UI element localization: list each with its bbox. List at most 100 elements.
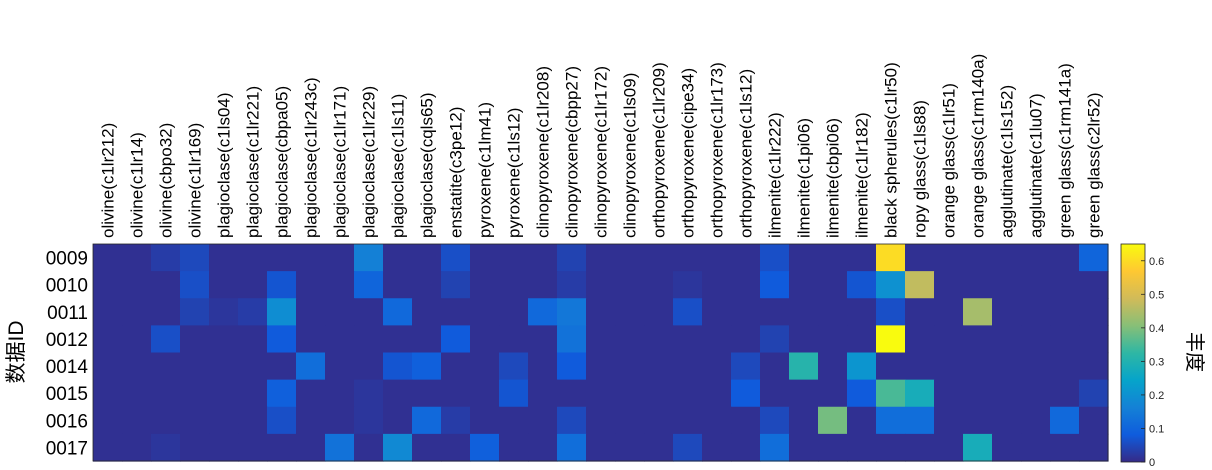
heatmap-cell	[615, 298, 645, 326]
column-label: plagioclase(c1ls11)	[389, 94, 408, 238]
heatmap-cell	[93, 298, 123, 326]
heatmap-cell	[267, 352, 297, 381]
row-label: 0010	[46, 276, 88, 297]
colorbar-tick-label: 0.3	[1149, 356, 1164, 368]
heatmap-cell	[412, 352, 442, 381]
heatmap-cell	[557, 298, 587, 326]
column-label: ilmenite(c1lr222)	[766, 112, 785, 238]
column-label: pyroxene(c1ls12)	[505, 108, 524, 238]
column-label: clinopyroxene(c1ls09)	[621, 73, 640, 238]
heatmap-cell	[847, 325, 877, 354]
heatmap-cell	[1079, 271, 1109, 299]
heatmap-cell	[180, 325, 210, 354]
heatmap-cell	[702, 298, 732, 326]
heatmap-cell	[122, 244, 152, 272]
column-label: ilmenite(cbpi06)	[824, 118, 843, 238]
heatmap-cell	[383, 244, 413, 272]
heatmap-cell	[267, 433, 297, 462]
heatmap-cell	[441, 244, 471, 272]
heatmap-cell	[731, 271, 761, 299]
heatmap-cell	[441, 352, 471, 381]
heatmap-cell	[731, 298, 761, 326]
heatmap-cell	[789, 406, 819, 435]
heatmap-cell	[209, 352, 239, 381]
heatmap-cell	[1050, 379, 1080, 408]
heatmap-cell	[267, 379, 297, 408]
heatmap-cell	[267, 271, 297, 299]
heatmap-cell	[470, 271, 500, 299]
heatmap-cell	[122, 271, 152, 299]
heatmap-cell	[151, 298, 181, 326]
heatmap-cell	[731, 325, 761, 354]
y-axis-label: 数据ID	[5, 321, 28, 384]
heatmap-cell	[673, 406, 703, 435]
heatmap-cell	[789, 271, 819, 299]
column-label: clinopyroxene(c1lr172)	[592, 66, 611, 238]
heatmap-cell	[528, 406, 558, 435]
heatmap-cell	[325, 406, 355, 435]
heatmap-cell	[528, 325, 558, 354]
heatmap-cell	[615, 244, 645, 272]
heatmap-cell	[412, 433, 442, 462]
heatmap-cell	[383, 352, 413, 381]
heatmap-cell	[992, 352, 1022, 381]
heatmap-cell	[354, 433, 384, 462]
heatmap-cell	[702, 433, 732, 462]
heatmap-cell	[847, 406, 877, 435]
heatmap-cell	[818, 433, 848, 462]
heatmap-cell	[1079, 379, 1109, 408]
heatmap-cell	[818, 352, 848, 381]
colorbar	[1120, 243, 1146, 463]
row-label: 0016	[46, 411, 88, 432]
column-label: plagioclase(cbpa05)	[273, 86, 292, 238]
heatmap-cells	[93, 244, 1109, 462]
heatmap-cell	[702, 379, 732, 408]
heatmap-cell	[1050, 298, 1080, 326]
heatmap-cell	[644, 433, 674, 462]
colorbar-tick-label: 0.1	[1149, 423, 1164, 435]
column-label: orange glass(c1rm140a)	[969, 54, 988, 238]
heatmap-cell	[963, 406, 993, 435]
heatmap-cell	[122, 352, 152, 381]
heatmap-cell	[1021, 406, 1051, 435]
colorbar-tick-label: 0.5	[1149, 289, 1164, 301]
heatmap-cell	[499, 298, 529, 326]
heatmap-cell	[992, 406, 1022, 435]
heatmap-cell	[383, 433, 413, 462]
heatmap-cell	[673, 352, 703, 381]
heatmap-cell	[876, 271, 906, 299]
heatmap-cell	[499, 352, 529, 381]
heatmap-cell	[470, 406, 500, 435]
column-label: orange glass(c1lr51)	[940, 83, 959, 238]
heatmap-cell	[557, 244, 587, 272]
heatmap-cell	[470, 325, 500, 354]
heatmap-cell	[383, 271, 413, 299]
heatmap-cell	[412, 379, 442, 408]
heatmap-cell	[528, 271, 558, 299]
heatmap-cell	[499, 379, 529, 408]
heatmap-cell	[876, 244, 906, 272]
heatmap-cell	[847, 298, 877, 326]
heatmap-cell	[238, 433, 268, 462]
column-label: orthopyroxene(cipe34)	[679, 68, 698, 238]
heatmap-cell	[528, 352, 558, 381]
column-label: black spherules(c1lr50)	[882, 62, 901, 238]
heatmap-cell	[789, 433, 819, 462]
heatmap-cell	[673, 271, 703, 299]
heatmap-cell	[644, 406, 674, 435]
heatmap-cell	[992, 325, 1022, 354]
column-label: plagioclase(c1lr243c)	[302, 77, 321, 238]
heatmap-cell	[383, 325, 413, 354]
heatmap-cell	[1050, 433, 1080, 462]
heatmap-cell	[644, 244, 674, 272]
heatmap-cell	[412, 298, 442, 326]
heatmap-cell	[586, 298, 616, 326]
heatmap-cell	[470, 433, 500, 462]
heatmap-cell	[644, 271, 674, 299]
column-label: orthopyroxene(c1lr173)	[708, 62, 727, 238]
heatmap-cell	[499, 271, 529, 299]
heatmap-cell	[615, 433, 645, 462]
heatmap-cell	[441, 298, 471, 326]
column-label: olivine(c1lr212)	[99, 123, 118, 238]
heatmap-cell	[1021, 433, 1051, 462]
